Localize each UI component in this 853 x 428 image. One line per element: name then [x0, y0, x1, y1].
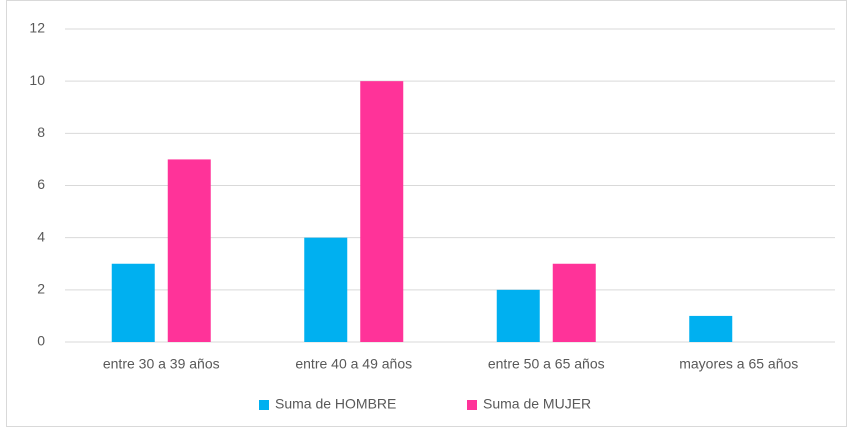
y-tick-label: 0 [37, 333, 45, 349]
x-tick-label: mayores a 65 años [679, 356, 798, 372]
bar [496, 289, 540, 342]
y-tick-label: 4 [37, 228, 45, 244]
legend-label: Suma de MUJER [483, 396, 591, 412]
y-tick-label: 8 [37, 124, 45, 140]
x-tick-label: entre 40 a 49 años [295, 356, 412, 372]
x-tick-label: entre 50 a 65 años [488, 356, 605, 372]
legend-swatch [467, 400, 477, 410]
x-tick-label: entre 30 a 39 años [103, 356, 220, 372]
bar [360, 81, 404, 343]
y-tick-label: 10 [29, 72, 45, 88]
bar [167, 159, 211, 342]
bar [689, 315, 733, 342]
bar [111, 263, 155, 342]
chart-border [6, 0, 847, 427]
bar [552, 263, 596, 342]
bar [304, 237, 348, 342]
y-tick-label: 2 [37, 281, 45, 297]
y-tick-label: 12 [29, 20, 45, 36]
legend-label: Suma de HOMBRE [275, 396, 396, 412]
y-tick-label: 6 [37, 176, 45, 192]
legend-swatch [259, 400, 269, 410]
